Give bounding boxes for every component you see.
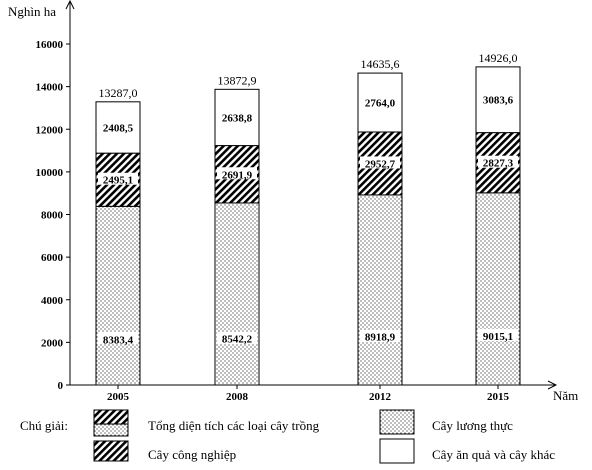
bar-segment (357, 194, 403, 386)
segment-label-bg (98, 332, 138, 345)
y-tick-label: 8000 (41, 210, 64, 222)
segment-value-label: 2827,3 (483, 158, 514, 170)
y-axis-arrow (65, 0, 75, 10)
segment-value-label: 2952,7 (365, 158, 396, 170)
y-tick-label: 4000 (41, 295, 64, 307)
y-tick-label: 10000 (36, 167, 64, 179)
segment-value-label: 2495,1 (103, 175, 133, 187)
segment-value-label: 8918,9 (365, 332, 396, 344)
bar-total-label: 13872,9 (218, 73, 257, 87)
legend-item-food-crops: Cây lương thực (379, 409, 513, 435)
segment-value-label: 8542,2 (222, 334, 253, 346)
bar-total-label: 14635,6 (361, 57, 400, 71)
segment-value-label: 2691,9 (222, 169, 253, 181)
legend-label-food-crops: Cây lương thực (432, 418, 513, 433)
segment-label-bg (98, 172, 138, 185)
segment-value-label: 8383,4 (103, 334, 134, 346)
segment-value-label: 9015,1 (483, 331, 513, 343)
x-axis-unit-label: Năm (553, 388, 578, 403)
segment-label-bg (360, 329, 400, 342)
bar-total-label: 13287,0 (99, 86, 138, 100)
legend-swatch-industrial-crops (93, 440, 129, 462)
legend-swatch-total-upper (93, 409, 129, 425)
segment-label-bg (98, 120, 138, 133)
legend-swatch-fruit-other (379, 438, 415, 464)
legend-label-industrial-crops: Cây công nghiệp (148, 447, 236, 462)
bar-total-label: 14926,0 (479, 51, 518, 65)
legend-swatch-food-crops (379, 409, 415, 435)
x-tick-label: 2005 (107, 391, 130, 403)
x-tick-label: 2012 (369, 391, 392, 403)
legend-label-fruit-other: Cây ăn quả và cây khác (432, 447, 555, 462)
y-tick-label: 6000 (41, 252, 64, 264)
segment-value-label: 2408,5 (103, 122, 134, 134)
y-axis-unit-label: Nghìn ha (8, 4, 56, 19)
legend-swatch-total-lower (93, 423, 129, 437)
legend-label-total: Tổng diện tích các loại cây trồng (148, 418, 320, 433)
segment-label-bg (478, 329, 518, 342)
segment-label-bg (217, 110, 257, 123)
y-tick-label: 16000 (36, 39, 64, 51)
segment-label-bg (478, 155, 518, 168)
segment-label-bg (360, 95, 400, 108)
x-axis-arrow (547, 380, 558, 390)
segment-label-bg (478, 92, 518, 105)
x-tick-label: 2015 (487, 391, 510, 403)
segment-value-label: 2638,8 (222, 112, 253, 124)
legend-title: Chú giải: (20, 418, 68, 433)
legend-item-total: Tổng diện tích các loại cây trồng (93, 409, 320, 437)
segment-label-bg (217, 331, 257, 344)
y-tick-label: 2000 (41, 337, 64, 349)
x-tick-label: 2008 (226, 391, 249, 403)
y-tick-label: 12000 (36, 124, 64, 136)
y-tick-label: 14000 (36, 82, 64, 94)
bar-segment (214, 202, 260, 386)
segment-value-label: 3083,6 (483, 95, 514, 107)
segment-label-bg (360, 156, 400, 169)
y-tick-label: 0 (58, 380, 64, 392)
bar-segment (95, 205, 141, 386)
legend: Chú giải: Tổng diện tích các loại cây tr… (20, 409, 555, 464)
bar-segment (475, 192, 521, 386)
segment-label-bg (217, 167, 257, 180)
legend-item-industrial-crops: Cây công nghiệp (93, 440, 236, 462)
legend-item-fruit-other: Cây ăn quả và cây khác (379, 438, 555, 464)
segment-value-label: 2764,0 (365, 98, 396, 110)
